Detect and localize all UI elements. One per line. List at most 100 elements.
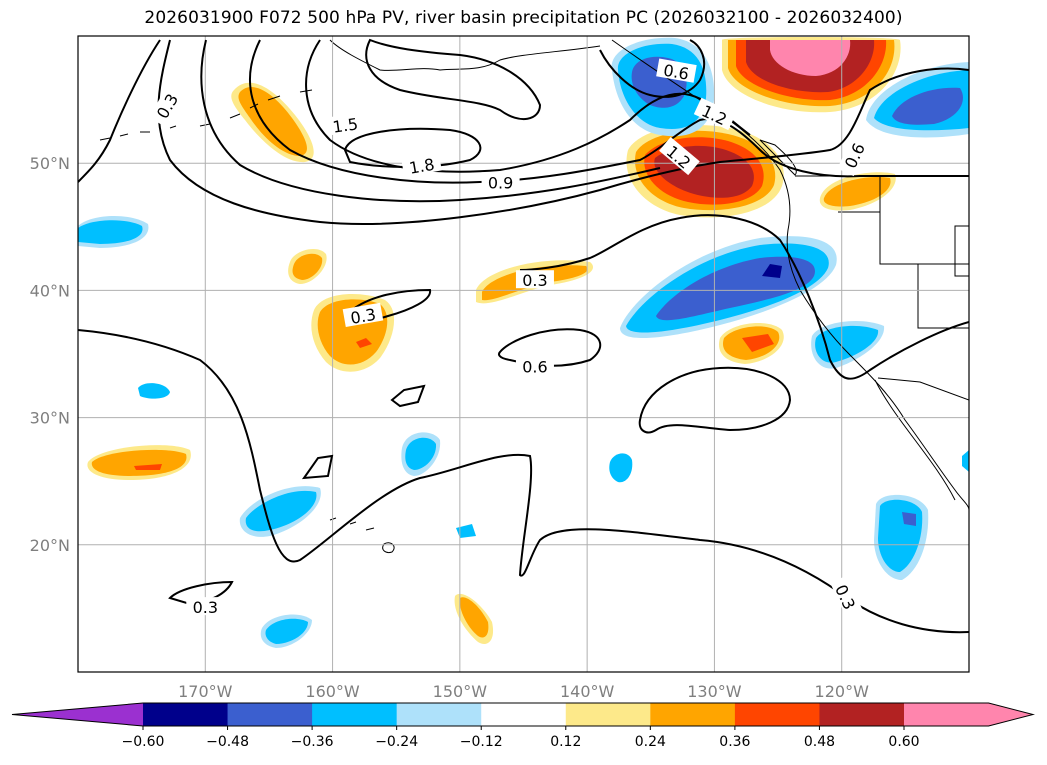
negative-anomaly-south-west-24: [265, 618, 308, 644]
contour-label-halo: [837, 134, 870, 177]
contour-label-halo: [659, 136, 700, 176]
negative-anomaly-pacific-band-48: [762, 264, 782, 278]
positive-anomaly-hawaii-west-36: [134, 464, 162, 470]
contour-label: 0.3: [342, 302, 384, 328]
contour-label-text: 0.9: [488, 173, 513, 192]
colorbar-tick-label: 0.12: [550, 734, 581, 750]
contour-label-text: 0.3: [522, 271, 547, 290]
colorbar-segment: [819, 703, 905, 726]
contour-label-halo: [186, 597, 225, 616]
contour-label-halo: [342, 302, 384, 328]
positive-anomaly-central-1-24: [292, 253, 323, 280]
contour-label: 0.6: [656, 58, 697, 84]
pv-contour-1.5-inner: [365, 38, 542, 120]
gridlines: [78, 36, 969, 672]
lon-tick-label: 140°W: [560, 682, 615, 701]
contour-label: 0.3: [186, 597, 225, 617]
contour-label: 0.3: [515, 270, 554, 290]
contour-label-text: 0.6: [522, 358, 547, 377]
lon-tick-label: 120°W: [815, 682, 870, 701]
alaska-coast: [329, 39, 601, 71]
lon-tick-label: 130°W: [687, 682, 742, 701]
negative-anomaly-east-edge: [962, 450, 969, 472]
contour-label-halo: [693, 97, 736, 131]
pv-contour-0.6-bc: [599, 39, 706, 98]
lat-tick-label: 50°N: [30, 154, 70, 173]
contour-label-halo: [830, 575, 863, 618]
colorbar-extend-max: [904, 703, 1033, 726]
contour-label-halo: [656, 58, 697, 83]
colorbar-tick-label: −0.12: [460, 734, 503, 750]
lat-tick-label: 40°N: [30, 281, 70, 300]
positive-anomaly-oregon-24: [823, 176, 891, 207]
colorbar-tick-label: 0.48: [804, 734, 835, 750]
pv-contour-1.5: [305, 39, 751, 173]
plot-frame: [77, 35, 970, 673]
colorbar: −0.60 −0.48 −0.36 −0.24 −0.12 0.12 0.24 0.36 0.4…: [11, 702, 1035, 750]
pv-contour-0.3-east: [519, 214, 969, 380]
lon-tick-label: 170°W: [178, 682, 233, 701]
contour-label-text: 0.3: [349, 305, 377, 328]
contour-label: 0.9: [481, 172, 520, 192]
colorbar-segment: [396, 703, 482, 726]
colorbar-segment: [565, 703, 651, 726]
mexico-border: [877, 377, 969, 401]
colorbar-tick-label: −0.48: [206, 734, 249, 750]
contour-label-text: 1.5: [331, 114, 359, 136]
map-title: 2026031900 F072 500 hPa PV, river basin …: [144, 8, 903, 28]
pv-contour-0.6-loop: [498, 328, 602, 367]
colorbar-segment: [481, 703, 567, 726]
map-plot-area: 0.31.51.80.90.61.21.2 0.60.30.30.60.3 0.3: [78, 36, 969, 672]
negative-anomaly-baja-36: [902, 512, 916, 526]
colorbar-tick-label: −0.60: [122, 734, 165, 750]
contour-label-halo: [515, 270, 554, 289]
contour-label: 0.6: [515, 356, 554, 377]
contour-label-text: 0.6: [662, 61, 690, 84]
pv-contour-0.3-north: [78, 39, 161, 183]
negative-anomaly-hawaii-ne-24: [405, 437, 437, 470]
pv-contour-0.3-loop: [638, 366, 792, 434]
positive-anomaly-south-24: [459, 597, 489, 638]
colorbar-segment: [227, 703, 313, 726]
longitude-axis: 170°W 160°W 150°W 140°W 130°W 120°W: [178, 682, 869, 701]
pv-contour-0.9: [200, 39, 661, 203]
contour-label: 1.5: [325, 112, 366, 137]
negative-anomaly-northeast-36: [892, 87, 963, 125]
positive-anomaly-central-2-36: [356, 338, 372, 348]
pv-contour-0.3-pacific: [78, 329, 969, 634]
negative-anomaly-small-3: [456, 524, 476, 538]
negative-anomaly-west-edge-24: [78, 220, 143, 244]
colorbar-segment: [734, 703, 820, 726]
colorbar-tick-label: 0.60: [888, 734, 919, 750]
contour-label-halo: [325, 112, 366, 136]
pv-contour-1.8: [343, 127, 482, 168]
contour-label-text: 1.8: [408, 155, 436, 178]
contour-label-halo: [515, 356, 554, 375]
lon-tick-label: 150°W: [433, 682, 488, 701]
pv-contour-0.6-outer: [157, 39, 969, 225]
us-state-border-4: [954, 225, 969, 277]
negative-anomaly-hawaii-sw-24: [245, 490, 317, 532]
colorbar-segment: [143, 703, 229, 726]
colorbar-tick-label: −0.24: [375, 734, 418, 750]
lon-tick-label: 160°W: [305, 682, 360, 701]
colorbar-tick-label: −0.36: [291, 734, 334, 750]
us-state-border-1: [879, 176, 969, 265]
negative-anomaly-california-24: [815, 325, 879, 363]
colorbar-segment: [650, 703, 736, 726]
contour-labels: 0.31.51.80.90.61.21.2 0.60.30.30.60.3 0.3: [148, 58, 870, 618]
positive-anomaly-top-right-60: [770, 40, 851, 76]
latitude-axis: 50°N 40°N 30°N 20°N: [30, 154, 70, 555]
contour-label-halo: [481, 172, 520, 191]
positive-anomaly-western-alaska-24: [238, 87, 307, 156]
contour-label-halo: [148, 84, 184, 127]
vancouver-island: [759, 139, 797, 176]
pv-contour-0.3-tiny-2: [301, 454, 334, 480]
pv-contour-1.2: [249, 39, 969, 184]
negative-anomaly-small-2: [609, 453, 633, 483]
colorbar-tick-label: 0.24: [635, 734, 666, 750]
lat-tick-label: 30°N: [30, 409, 70, 428]
colorbar-tick-label: 0.36: [719, 734, 750, 750]
pv-contour-0.3-tiny-1: [390, 384, 426, 408]
